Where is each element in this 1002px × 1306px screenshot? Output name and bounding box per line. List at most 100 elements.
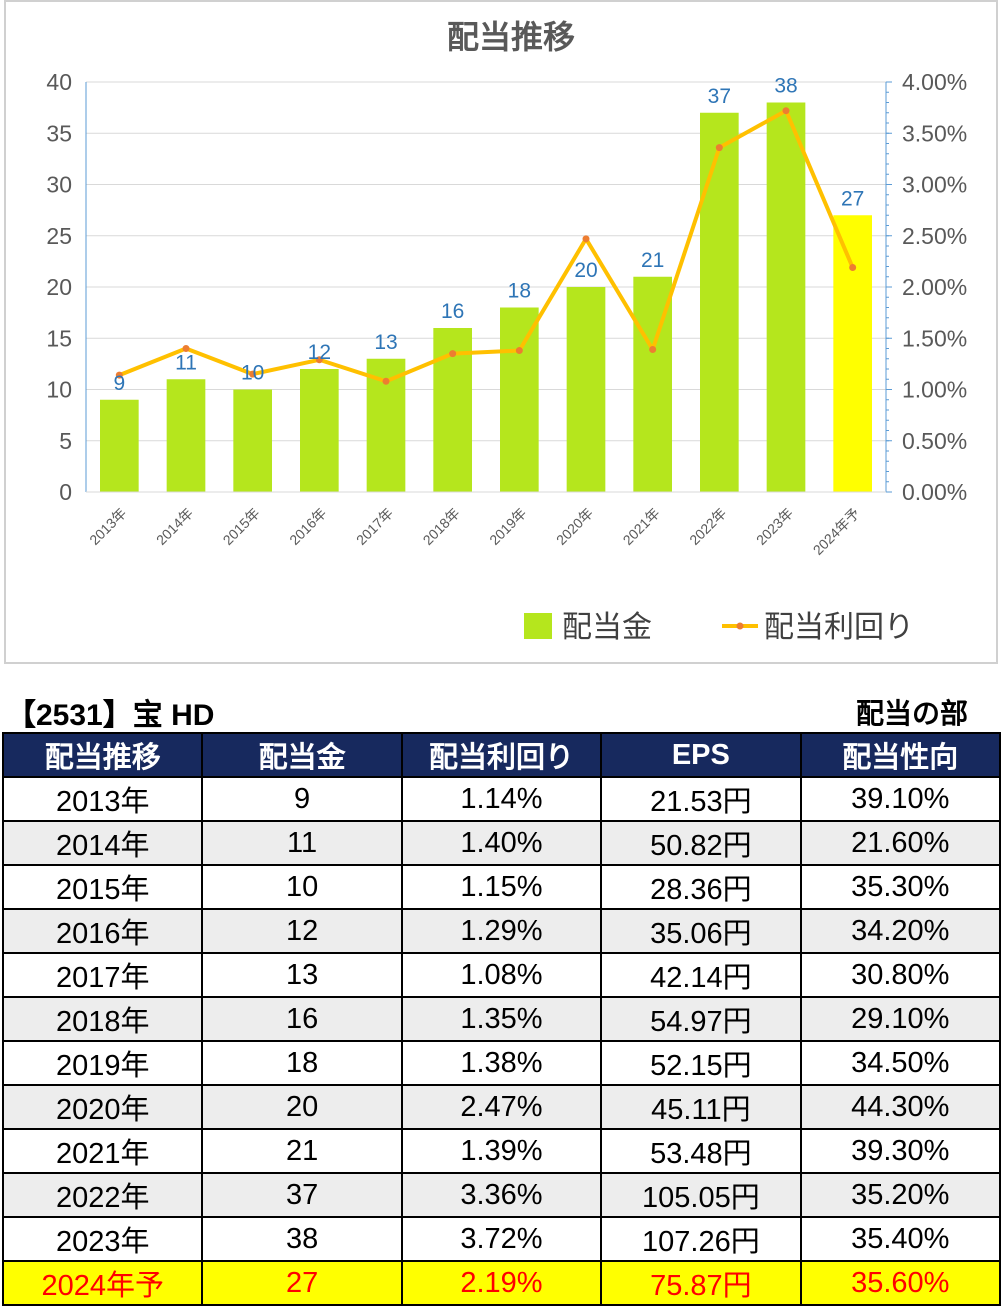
- table-cell: 39.10%: [799, 776, 1002, 822]
- bar-data-label: 11: [175, 351, 197, 374]
- company-caption: 【2531】宝 HD: [6, 699, 215, 732]
- y-left-tick-label: 40: [46, 69, 72, 95]
- table-cell: 35.20%: [799, 1172, 1002, 1218]
- table-cell: 16: [201, 996, 403, 1042]
- table-cell: 35.40%: [799, 1216, 1002, 1262]
- table-cell: 3.36%: [400, 1172, 603, 1218]
- table-cell: 2019年: [1, 1040, 204, 1086]
- dividend-chart: 配当推移 0 5 10 15 20 25 30 35 40 0.00% 0.50% 1.00% 1.50…: [46, 19, 967, 644]
- table-cell: 53.48円: [600, 1128, 802, 1174]
- x-tick-label: 2018年: [420, 505, 463, 548]
- bar: [566, 287, 606, 492]
- y-right-tick-label: 1.00%: [902, 377, 967, 403]
- table-cell: 2023年: [1, 1216, 204, 1262]
- table-cell: 54.97円: [600, 996, 802, 1042]
- table-cell: 2015年: [1, 864, 204, 910]
- bar-data-label: 27: [841, 187, 864, 210]
- y-left-tick-label: 20: [46, 274, 72, 300]
- bar-data-label: 10: [241, 362, 264, 385]
- table-row: 2019年 18 1.38% 52.15円 34.50%: [1, 1040, 1002, 1086]
- section-caption: 配当の部: [855, 698, 968, 729]
- bar: [100, 399, 139, 492]
- bar-data-label: 13: [374, 331, 397, 354]
- chart-panel: 配当推移 0 5 10 15 20 25 30 35 40 0.00% 0.50% 1.00% 1.50…: [4, 0, 998, 664]
- table-row: 2024年予 27 2.19% 75.87円 35.60%: [1, 1260, 1002, 1306]
- table-cell: 18: [201, 1040, 403, 1086]
- table-cell: 21.60%: [799, 820, 1002, 866]
- dividend-table: 配当推移 配当金 配当利回り EPS 配当性向 2013年 9 1.14% 21.53円 39.…: [1, 732, 1002, 1306]
- table-cell: 2016年: [1, 908, 204, 954]
- x-tick-label: 2017年: [353, 505, 396, 548]
- bar-data-label: 21: [641, 249, 664, 272]
- x-tick-label: 2020年: [553, 505, 596, 548]
- y-right-tick-label: 0.50%: [902, 428, 967, 454]
- yield-point: [182, 345, 190, 352]
- y-left-tick-label: 10: [46, 377, 72, 403]
- y-right-tick-label: 2.00%: [902, 274, 967, 300]
- table-row: 2017年 13 1.08% 42.14円 30.80%: [1, 952, 1002, 998]
- y-left-tick-label: 15: [46, 325, 72, 351]
- y-right-tick-label: 0.00%: [902, 479, 967, 505]
- y-left-tick-label: 35: [46, 120, 72, 146]
- chart-title: 配当推移: [447, 19, 575, 55]
- table-cell: 44.30%: [799, 1084, 1002, 1130]
- table-row: 2015年 10 1.15% 28.36円 35.30%: [1, 864, 1002, 910]
- table-cell: 107.26円: [600, 1216, 802, 1262]
- table-header-row: 配当推移 配当金 配当利回り EPS 配当性向: [1, 732, 1002, 778]
- table-cell: 1.38%: [400, 1040, 603, 1086]
- y-right-tick-label: 3.00%: [902, 172, 967, 198]
- table-cell: 35.06円: [600, 908, 802, 954]
- table-row: 2021年 21 1.39% 53.48円 39.30%: [1, 1128, 1002, 1174]
- y-left-tick-label: 25: [46, 223, 72, 249]
- table-cell: 2018年: [1, 996, 204, 1042]
- table-cell: 11: [201, 820, 403, 866]
- legend-label-bar: 配当金: [562, 611, 652, 644]
- bar-data-label: 12: [308, 341, 331, 364]
- table-cell: 21: [201, 1128, 403, 1174]
- table-cell: 2024年予: [1, 1260, 204, 1306]
- yield-point: [782, 107, 790, 115]
- bar-data-label: 38: [774, 75, 797, 98]
- table-cell: 13: [201, 952, 403, 998]
- y-right-tick-label: 3.50%: [902, 120, 967, 146]
- table-cell: 34.20%: [799, 908, 1002, 954]
- column-header: EPS: [600, 732, 802, 778]
- table-cell: 37: [201, 1172, 403, 1218]
- y-right-tick-label: 2.50%: [902, 223, 967, 249]
- table-row: 2023年 38 3.72% 107.26円 35.40%: [1, 1216, 1002, 1262]
- table-cell: 2021年: [1, 1128, 204, 1174]
- bar-data-label: 9: [113, 372, 125, 395]
- yield-point: [115, 371, 123, 379]
- table-row: 2014年 11 1.40% 50.82円 21.60%: [1, 820, 1002, 866]
- x-tick-label: 2021年: [620, 505, 663, 548]
- table-cell: 52.15円: [600, 1040, 802, 1086]
- table-cell: 27: [201, 1260, 403, 1306]
- table-cell: 45.11円: [600, 1084, 802, 1130]
- table-cell: 1.35%: [400, 996, 603, 1042]
- y-right-tick-label: 1.50%: [902, 325, 967, 351]
- table-cell: 42.14円: [600, 952, 802, 998]
- x-tick-label: 2015年: [220, 505, 263, 548]
- y-right-tick-label: 4.00%: [902, 69, 967, 95]
- table-cell: 34.50%: [799, 1040, 1002, 1086]
- yield-point: [382, 377, 390, 385]
- bar: [300, 369, 339, 492]
- table-row: 2018年 16 1.35% 54.97円 29.10%: [1, 996, 1002, 1042]
- yield-point: [715, 144, 723, 152]
- table-cell: 21.53円: [600, 776, 802, 822]
- table-cell: 105.05円: [600, 1172, 802, 1218]
- column-header: 配当金: [201, 732, 403, 778]
- table-cell: 1.08%: [400, 952, 603, 998]
- legend-swatch-bar: [524, 613, 552, 639]
- table-cell: 1.29%: [400, 908, 603, 954]
- table-row: 2016年 12 1.29% 35.06円 34.20%: [1, 908, 1002, 954]
- x-tick-label: 2019年: [486, 505, 529, 548]
- column-header: 配当利回り: [400, 732, 603, 778]
- table-cell: 38: [201, 1216, 403, 1262]
- yield-point: [582, 235, 590, 243]
- bar: [166, 379, 206, 492]
- table-cell: 3.72%: [400, 1216, 603, 1262]
- yield-point: [449, 350, 457, 358]
- table-cell: 2014年: [1, 820, 204, 866]
- yield-point: [515, 347, 523, 355]
